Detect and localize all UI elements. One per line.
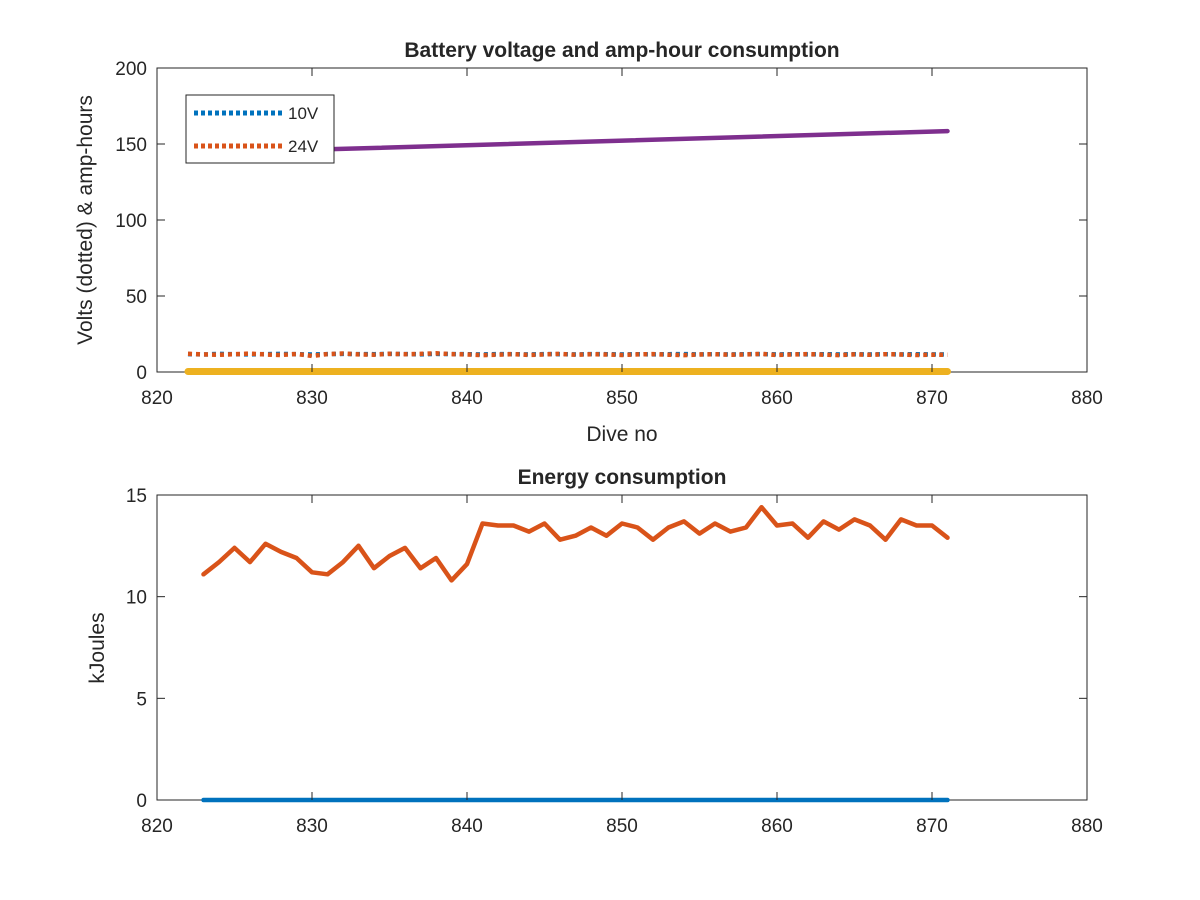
battery-xtick-label: 870 [916, 388, 948, 409]
battery-ytick-label: 0 [136, 363, 147, 384]
plot-battery-legend: 10V 24V [185, 94, 335, 164]
plot-energy-series [201, 504, 950, 803]
energy-xtick-label: 860 [761, 816, 793, 837]
plot-energy-ylabel: kJoules [86, 612, 109, 683]
energy-xtick-label: 830 [296, 816, 328, 837]
plot-energy-xticks: 820 830 840 850 860 870 880 [141, 495, 1103, 837]
legend-label-24v: 24V [288, 137, 319, 156]
battery-ytick-label: 200 [115, 59, 147, 80]
plot-energy: Energy consumption 820 830 840 850 860 870 880… [86, 466, 1103, 837]
plot-energy-axes-box [156, 494, 1088, 801]
energy-xtick-label: 820 [141, 816, 173, 837]
battery-xtick-label: 860 [761, 388, 793, 409]
plot-battery-xticks: 820 830 840 850 860 870 880 [141, 68, 1103, 409]
plot-battery-title: Battery voltage and amp-hour consumption [404, 39, 839, 62]
energy-ytick-label: 5 [136, 689, 147, 710]
battery-series-24v [187, 351, 948, 359]
plot-energy-yticks: 0 5 10 15 [126, 486, 1087, 812]
plot-battery: Battery voltage and amp-hour consumption… [74, 39, 1103, 446]
plot-battery-series [184, 128, 951, 375]
plot-battery-yticks: 0 50 100 150 200 [115, 59, 1087, 384]
battery-xtick-label: 880 [1071, 388, 1103, 409]
battery-ytick-label: 100 [115, 211, 147, 232]
battery-xtick-label: 850 [606, 388, 638, 409]
energy-ytick-label: 0 [136, 791, 147, 812]
plot-battery-ylabel: Volts (dotted) & amp-hours [74, 95, 97, 345]
plot-battery-xlabel: Dive no [586, 423, 657, 446]
battery-ytick-label: 150 [115, 135, 147, 156]
energy-ytick-label: 15 [126, 486, 147, 507]
energy-xtick-label: 870 [916, 816, 948, 837]
battery-xtick-label: 830 [296, 388, 328, 409]
battery-xtick-label: 840 [451, 388, 483, 409]
battery-series-line-3 [325, 128, 950, 152]
plot-energy-title: Energy consumption [518, 466, 727, 489]
legend-label-10v: 10V [288, 104, 319, 123]
battery-ytick-label: 50 [126, 287, 147, 308]
energy-series-line-1 [201, 504, 950, 583]
energy-xtick-label: 840 [451, 816, 483, 837]
energy-ytick-label: 10 [126, 588, 147, 609]
energy-xtick-label: 880 [1071, 816, 1103, 837]
battery-xtick-label: 820 [141, 388, 173, 409]
energy-xtick-label: 850 [606, 816, 638, 837]
legend-box [185, 94, 335, 164]
